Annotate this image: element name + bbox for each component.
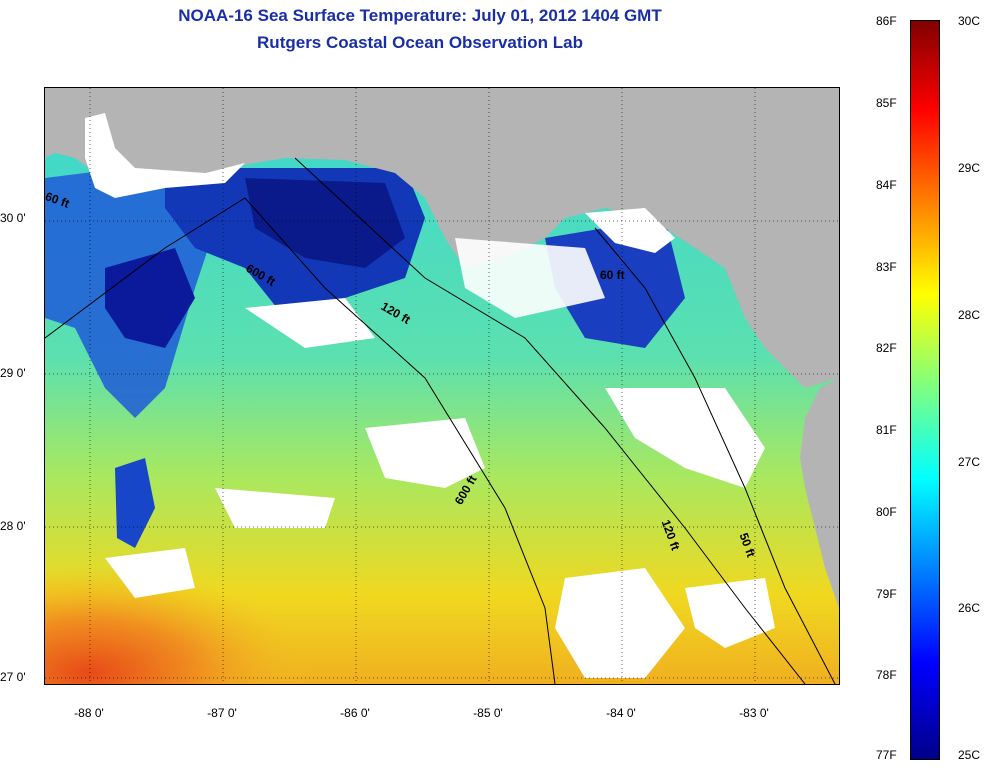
colorbar-f-80: 80F	[876, 505, 897, 519]
lon-label-86: -86 0'	[340, 706, 370, 720]
colorbar-c-29: 29C	[958, 161, 981, 175]
land-north	[45, 88, 839, 388]
cloud-patch-3	[555, 568, 685, 678]
cloud-east-coast	[585, 208, 675, 253]
cool-water-dark-center	[245, 178, 405, 268]
land-east	[800, 378, 839, 608]
isobath-120ft	[294, 157, 806, 684]
colorbar-gradient	[911, 21, 939, 759]
colorbar-f-82: 82F	[876, 341, 897, 355]
cloud-patch-1	[365, 418, 485, 488]
isobath-600ft	[45, 197, 556, 684]
colorbar-c-28: 28C	[958, 308, 981, 322]
cloud-patch-6	[455, 238, 605, 318]
lat-label-28: 28 0'	[0, 519, 26, 533]
colorbar-f-78: 78F	[876, 668, 897, 682]
colorbar-f-81: 81F	[876, 423, 897, 437]
sst-map: 60 ft 600 ft 120 ft 60 ft 600 ft 120 ft …	[43, 87, 840, 685]
colorbar-f-84: 84F	[876, 178, 897, 192]
lat-label-27: 27 0'	[0, 670, 26, 684]
cloud-patch-5	[245, 298, 375, 348]
colorbar-c-27: 27C	[958, 455, 981, 469]
cool-water-streak	[115, 458, 155, 548]
title-line-2: Rutgers Coastal Ocean Observation Lab	[257, 33, 583, 52]
colorbar-f-83: 83F	[876, 260, 897, 274]
lon-label-84: -84 0'	[606, 706, 636, 720]
colorbar-f-79: 79F	[876, 587, 897, 601]
lon-label-88: -88 0'	[74, 706, 104, 720]
cloud-patch-4	[685, 578, 775, 648]
lon-label-87: -87 0'	[207, 706, 237, 720]
colorbar-c-25: 25C	[958, 748, 981, 762]
isobath-50ft	[594, 227, 836, 684]
colorbar-f-86: 86F	[876, 14, 897, 28]
colorbar	[910, 20, 940, 760]
colorbar-f-85: 85F	[876, 96, 897, 110]
cloud-patch-2	[105, 548, 195, 598]
lon-label-83: -83 0'	[739, 706, 769, 720]
lat-label-29: 29 0'	[0, 366, 26, 380]
contour-label-60-east: 60 ft	[600, 268, 625, 282]
cloud-east	[605, 388, 765, 488]
colorbar-c-26: 26C	[958, 601, 981, 615]
cool-water-dark-west	[105, 248, 195, 348]
colorbar-f-77: 77F	[876, 748, 897, 762]
cloud-patch-7	[215, 488, 335, 528]
lon-label-85: -85 0'	[473, 706, 503, 720]
title-line-1: NOAA-16 Sea Surface Temperature: July 01…	[178, 6, 662, 25]
colorbar-c-30: 30C	[958, 14, 981, 28]
lat-label-30: 30 0'	[0, 211, 26, 225]
cloud-north	[85, 113, 245, 198]
